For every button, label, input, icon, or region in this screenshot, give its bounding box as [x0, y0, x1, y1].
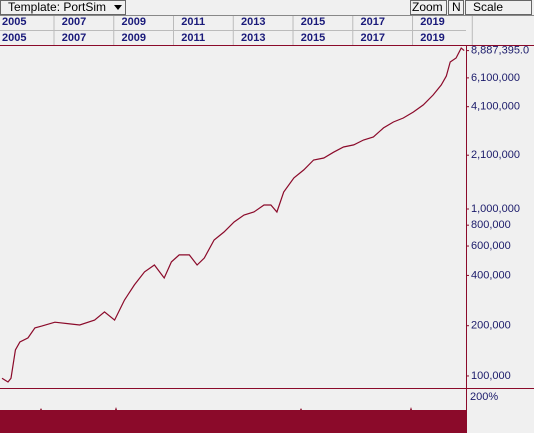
scale-label: Scale [473, 0, 503, 14]
y-tick-label: 400,000 [471, 269, 511, 281]
year-label: 2013 [241, 32, 265, 44]
y-tick-label: 200,000 [471, 320, 511, 332]
year-label: 2007 [62, 32, 86, 44]
y-tick-label: 800,000 [471, 219, 511, 231]
last-value-label: 8,887,395.0 [471, 44, 529, 56]
year-label: 2013 [241, 16, 265, 28]
price-line [1, 47, 465, 383]
year-label: 2015 [301, 32, 325, 44]
year-label: 2017 [361, 32, 385, 44]
dropdown-arrow [114, 5, 122, 10]
y-tick-label: 600,000 [471, 240, 511, 252]
n-button[interactable] [448, 0, 464, 15]
year-label: 2005 [2, 16, 26, 28]
year-label: 2007 [62, 16, 86, 28]
year-label: 2011 [181, 32, 205, 44]
template-label: Template: PortSim [8, 0, 106, 14]
lower-panel-label: 200% [470, 391, 498, 403]
lower-panel-bars [0, 407, 466, 433]
year-label: 2015 [301, 16, 325, 28]
y-tick-label: 1,000,000 [471, 203, 520, 215]
y-tick-label: 4,100,000 [471, 101, 520, 113]
zoom-label: Zoom [412, 0, 443, 14]
year-label: 2019 [420, 16, 444, 28]
year-label: 2017 [361, 16, 385, 28]
year-label: 2005 [2, 32, 26, 44]
y-tick-label: 6,100,000 [471, 72, 520, 84]
year-label: 2011 [181, 16, 205, 28]
year-label: 2019 [420, 32, 444, 44]
zoom-button[interactable] [410, 0, 447, 15]
year-label: 2009 [122, 32, 146, 44]
y-tick-label: 100,000 [471, 370, 511, 382]
y-tick-label: 2,100,000 [471, 149, 520, 161]
year-label: 2009 [122, 16, 146, 28]
template-dropdown[interactable] [0, 0, 126, 15]
scale-button[interactable] [465, 0, 532, 15]
n-label: N [452, 0, 461, 14]
